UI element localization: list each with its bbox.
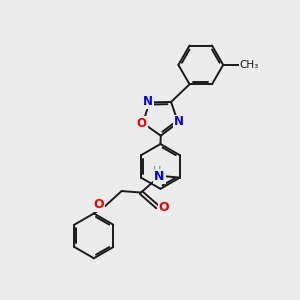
Text: O: O [93, 198, 104, 211]
Text: N: N [174, 116, 184, 128]
Text: O: O [159, 201, 169, 214]
Text: H: H [153, 166, 161, 176]
Text: CH₃: CH₃ [239, 60, 259, 70]
Text: N: N [154, 169, 165, 183]
Text: N: N [143, 95, 153, 108]
Text: O: O [137, 117, 147, 130]
